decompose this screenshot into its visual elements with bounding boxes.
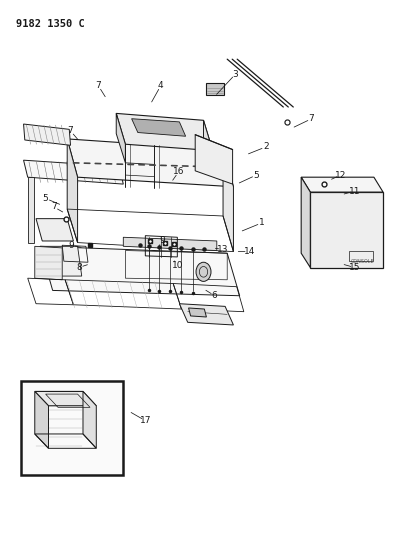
Polygon shape xyxy=(206,83,224,95)
Text: 9: 9 xyxy=(159,237,165,246)
Polygon shape xyxy=(203,120,213,169)
Text: 13: 13 xyxy=(217,245,229,254)
Polygon shape xyxy=(35,391,96,406)
Text: 6: 6 xyxy=(212,291,218,300)
Polygon shape xyxy=(67,139,234,187)
Text: 11: 11 xyxy=(349,187,361,196)
Polygon shape xyxy=(116,114,126,163)
Text: 9: 9 xyxy=(68,241,74,250)
Text: 8: 8 xyxy=(76,263,82,272)
Text: 7: 7 xyxy=(51,203,57,212)
Polygon shape xyxy=(223,150,234,252)
Polygon shape xyxy=(132,119,186,136)
Polygon shape xyxy=(195,135,233,184)
Polygon shape xyxy=(310,192,383,268)
Polygon shape xyxy=(188,308,206,317)
Polygon shape xyxy=(35,391,48,448)
Polygon shape xyxy=(301,177,383,192)
Polygon shape xyxy=(301,177,310,268)
Text: 9182 1350 C: 9182 1350 C xyxy=(17,19,85,29)
Polygon shape xyxy=(123,237,217,251)
Text: 16: 16 xyxy=(173,167,184,176)
Polygon shape xyxy=(23,160,123,184)
Text: 2: 2 xyxy=(263,142,269,151)
Polygon shape xyxy=(35,246,62,280)
Polygon shape xyxy=(179,304,234,325)
Polygon shape xyxy=(36,219,73,241)
Polygon shape xyxy=(40,246,82,276)
Text: 7: 7 xyxy=(309,114,314,123)
Polygon shape xyxy=(23,124,70,146)
Circle shape xyxy=(196,262,211,281)
Text: 15: 15 xyxy=(349,263,361,272)
Text: 4: 4 xyxy=(158,81,163,90)
Text: 1: 1 xyxy=(259,219,264,228)
Text: 12: 12 xyxy=(335,171,347,180)
Polygon shape xyxy=(83,391,96,448)
Text: 3: 3 xyxy=(233,70,239,78)
Text: 7: 7 xyxy=(68,126,73,135)
Polygon shape xyxy=(116,114,213,151)
Polygon shape xyxy=(67,139,78,243)
Text: 17: 17 xyxy=(140,416,151,425)
Polygon shape xyxy=(40,246,240,296)
Text: 5: 5 xyxy=(254,171,259,180)
Text: 14: 14 xyxy=(244,247,255,256)
Text: 7: 7 xyxy=(95,81,101,90)
Text: 10: 10 xyxy=(171,261,183,270)
Text: 5: 5 xyxy=(43,194,48,203)
Text: CONSOLE: CONSOLE xyxy=(350,259,374,264)
Polygon shape xyxy=(28,177,34,243)
Polygon shape xyxy=(21,381,123,475)
